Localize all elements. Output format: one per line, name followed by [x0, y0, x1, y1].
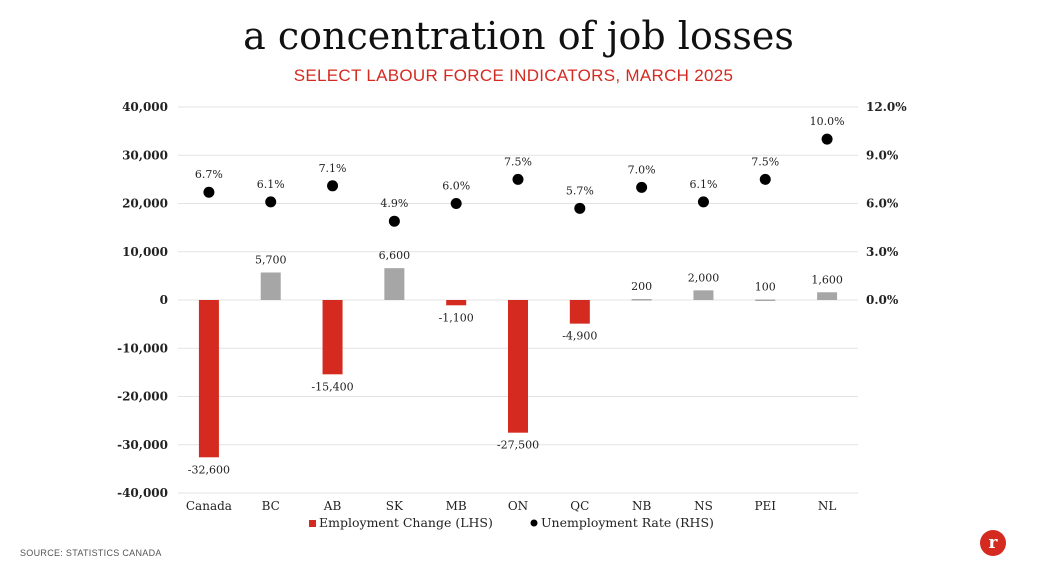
bar-on [508, 300, 528, 433]
bar-pei [755, 299, 776, 302]
dot-qc [574, 202, 586, 214]
bar-value-label: 2,000 [688, 271, 720, 284]
bar-ab [322, 300, 343, 375]
y-left-tick-label: -10,000 [117, 341, 168, 355]
dot-ns [697, 196, 709, 208]
dot-value-label: 6.1% [689, 178, 717, 191]
dot-bc [265, 196, 277, 208]
dot-value-label: 7.0% [628, 163, 656, 176]
x-tick-label: NS [694, 499, 713, 513]
bar-value-label: 200 [631, 280, 652, 293]
dot-value-label: 6.7% [195, 168, 223, 181]
legend-swatch-employment [309, 520, 316, 527]
dot-value-label: 4.9% [380, 197, 408, 210]
dot-value-label: 5.7% [566, 184, 594, 197]
y-left-tick-label: -40,000 [117, 486, 168, 500]
bar-mb [446, 300, 467, 306]
y-left-tick-label: 40,000 [122, 100, 168, 114]
bar-value-label: 6,600 [379, 249, 411, 262]
dot-value-label: 7.5% [504, 155, 532, 168]
bar-value-label: 5,700 [255, 253, 287, 266]
bar-bc [260, 272, 281, 300]
x-tick-label: QC [570, 499, 589, 513]
legend-label-employment: Employment Change (LHS) [319, 515, 493, 530]
bar-ns [693, 290, 714, 300]
y-right-tick-label: 12.0% [866, 100, 907, 114]
y-left-tick-label: 0 [160, 293, 168, 307]
dot-value-label: 10.0% [810, 115, 845, 128]
y-right-tick-label: 9.0% [866, 148, 899, 162]
bar-canada [198, 300, 219, 458]
dot-value-label: 7.1% [319, 162, 347, 175]
bar-value-label: -27,500 [497, 439, 539, 452]
dot-mb [450, 198, 462, 209]
dot-pei [759, 173, 771, 185]
x-tick-label: AB [323, 499, 342, 513]
x-tick-label: MB [446, 499, 467, 513]
x-tick-label: Canada [186, 499, 232, 513]
y-right-tick-label: 6.0% [866, 197, 899, 211]
chart-subtitle: SELECT LABOUR FORCE INDICATORS, MARCH 20… [293, 66, 734, 85]
bar-nb [631, 299, 652, 301]
bar-value-label: -32,600 [188, 463, 230, 476]
dot-ab [327, 180, 339, 192]
bar-sk [384, 268, 405, 300]
x-tick-label: NB [632, 499, 652, 513]
dot-nl [821, 133, 833, 145]
x-tick-label: NL [818, 499, 837, 513]
bar-value-label: 100 [755, 281, 776, 294]
bar-qc [569, 300, 590, 324]
y-right-tick-label: 3.0% [866, 245, 899, 259]
dot-nb [636, 181, 648, 193]
dot-value-label: 6.1% [257, 178, 285, 191]
y-left-tick-label: -20,000 [117, 390, 168, 404]
source-note: SOURCE: STATISTICS CANADA [20, 548, 162, 558]
y-left-tick-label: 10,000 [122, 245, 168, 259]
bar-value-label: 1,600 [811, 273, 843, 286]
y-right-tick-label: 0.0% [866, 293, 899, 307]
x-tick-label: ON [508, 499, 528, 513]
dot-value-label: 6.0% [442, 180, 470, 193]
legend-label-unemployment: Unemployment Rate (RHS) [541, 515, 714, 530]
dot-sk [388, 215, 400, 227]
brand-logo-icon: r [980, 530, 1006, 556]
x-tick-label: PEI [754, 499, 776, 513]
chart-title: a concentration of job losses [243, 14, 794, 58]
y-left-tick-label: 20,000 [122, 197, 168, 211]
legend-swatch-unemployment [530, 519, 538, 527]
dot-value-label: 7.5% [751, 155, 779, 168]
bar-value-label: -1,100 [439, 311, 474, 324]
x-tick-label: BC [262, 499, 280, 513]
dot-canada [203, 186, 215, 198]
x-tick-label: SK [386, 499, 404, 513]
bar-nl [817, 292, 838, 300]
bar-value-label: -4,900 [562, 330, 597, 343]
y-left-tick-label: -30,000 [117, 438, 168, 452]
y-left-tick-label: 30,000 [122, 148, 168, 162]
bar-value-label: -15,400 [311, 380, 353, 393]
dot-on [512, 173, 524, 185]
